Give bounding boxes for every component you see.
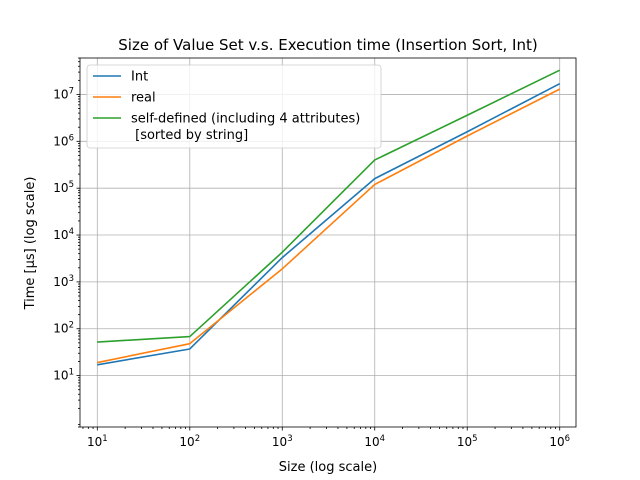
x-tick-label: 101: [87, 434, 108, 449]
x-tick-label: 103: [272, 434, 293, 449]
chart-title: Size of Value Set v.s. Execution time (I…: [118, 36, 537, 54]
plot-frame: [79, 57, 577, 428]
y-tick-label: 107: [53, 86, 74, 101]
legend-box: [86, 64, 382, 149]
x-tick-label: 105: [457, 434, 478, 449]
legend: Int real self-defined (including 4 attribu…: [86, 64, 382, 149]
series-line-3: [97, 69, 561, 343]
legend-label-3: self-defined (including 4 attributes): [131, 112, 360, 127]
y-tick-label: 104: [53, 227, 74, 242]
y-tick-label: 101: [53, 368, 74, 383]
legend-label-3-line2: [sorted by string]: [131, 128, 248, 143]
legend-label-2: real: [131, 91, 156, 106]
y-tick-label: 102: [53, 321, 74, 336]
series-lines: [97, 69, 561, 366]
legend-label-1: Int: [131, 70, 148, 85]
x-tick-label: 102: [179, 434, 200, 449]
y-axis-label: Time [μs] (log scale): [23, 177, 38, 311]
x-axis-label: Size (log scale): [279, 460, 377, 475]
x-tick-label: 104: [364, 434, 385, 449]
y-tick-label: 103: [53, 274, 74, 289]
series-line-1: [97, 82, 561, 366]
axis-ticks: 101 102 103 104 105 106 101 102 103 104 105 106 107: [53, 57, 570, 449]
y-tick-label: 106: [53, 133, 74, 148]
x-tick-label: 106: [549, 434, 570, 449]
series-line-2: [97, 88, 561, 364]
y-tick-label: 105: [53, 180, 74, 195]
